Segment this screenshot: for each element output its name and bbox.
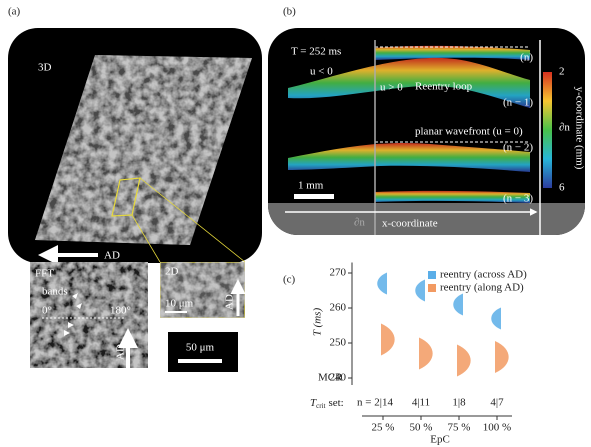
x-tick-label: 75 % <box>448 422 471 434</box>
colorbar-marker: ∂n <box>559 122 570 134</box>
violin <box>491 308 501 330</box>
count-label: 4|7 <box>490 397 504 409</box>
planar-label: planar wavefront (u = 0) <box>415 126 523 138</box>
scale-bar <box>178 359 222 363</box>
scale-bar <box>165 311 187 313</box>
annotation: MCR <box>318 372 343 384</box>
violin <box>453 294 463 316</box>
count-label: n = 2|14 <box>357 397 393 409</box>
angle-label: 180° <box>110 305 131 317</box>
row-label-part: set: <box>328 397 343 409</box>
view-label: 3D <box>38 62 52 74</box>
y-axis-label: T (ms) <box>312 308 324 337</box>
ad-label: AD <box>104 250 120 262</box>
legend-swatch <box>428 284 436 292</box>
page: {"panel_a": {"label": "(a)", "view": "3D… <box>0 0 591 447</box>
scale-bar <box>294 194 334 199</box>
violin <box>415 280 425 302</box>
row-label: (n − 2) <box>503 142 533 154</box>
colorbar-tick-label: 6 <box>559 182 565 194</box>
time-label: T = 252 ms <box>291 46 341 58</box>
row-label: (n) <box>520 52 533 64</box>
scale-label: 1 mm <box>298 180 324 192</box>
violin <box>377 273 387 295</box>
x-tick-label: 100 % <box>483 422 511 434</box>
violin <box>457 345 471 377</box>
ad-label: AD <box>115 344 127 360</box>
panel-label: (b) <box>283 6 296 18</box>
boundary-label: ∂n <box>354 217 365 229</box>
ad-label: AD <box>224 294 236 310</box>
figure: (a) 3D AD FFT bands 0° 180° AD 2D 10 μm … <box>0 0 591 447</box>
x-tick-label: 50 % <box>410 422 433 434</box>
x-axis-label: x-coordinate <box>382 218 438 230</box>
colorbar <box>543 72 552 188</box>
y-tick-label: 270 <box>330 267 347 279</box>
u-label: u < 0 <box>310 66 333 78</box>
violin <box>495 341 509 373</box>
x-tick-label: 25 % <box>372 422 395 434</box>
angle-label: 0° <box>42 305 52 317</box>
violin <box>419 338 433 370</box>
count-label: 4|11 <box>412 397 430 409</box>
panel-label: (a) <box>8 6 21 18</box>
count-label: 1|8 <box>452 397 466 409</box>
violin <box>381 324 395 356</box>
colorbar-label: y-coordinate (mm) <box>573 87 585 170</box>
fft-title: FFT <box>35 268 54 280</box>
bands-label: bands <box>42 286 68 298</box>
scale-label: 50 μm <box>186 342 215 354</box>
reentry-label: Reentry loop <box>415 81 473 93</box>
legend-label: reentry (across AD) <box>440 269 527 281</box>
y-tick-label: 250 <box>330 337 347 349</box>
x-axis-label: EpC <box>430 434 450 446</box>
y-tick-label: 260 <box>330 302 347 314</box>
colorbar-tick-label: 2 <box>559 66 565 78</box>
scale-label: 10 μm <box>165 298 194 310</box>
u-label: u > 0 <box>380 82 403 94</box>
row-label: (n − 1) <box>503 97 533 109</box>
row-label-part: crit <box>316 402 325 410</box>
legend-swatch <box>428 271 436 279</box>
inset-title: 2D <box>165 266 179 278</box>
legend-label: reentry (along AD) <box>440 282 524 294</box>
panel-label: (c) <box>283 274 296 286</box>
row-label: (n − 3) <box>503 193 533 205</box>
